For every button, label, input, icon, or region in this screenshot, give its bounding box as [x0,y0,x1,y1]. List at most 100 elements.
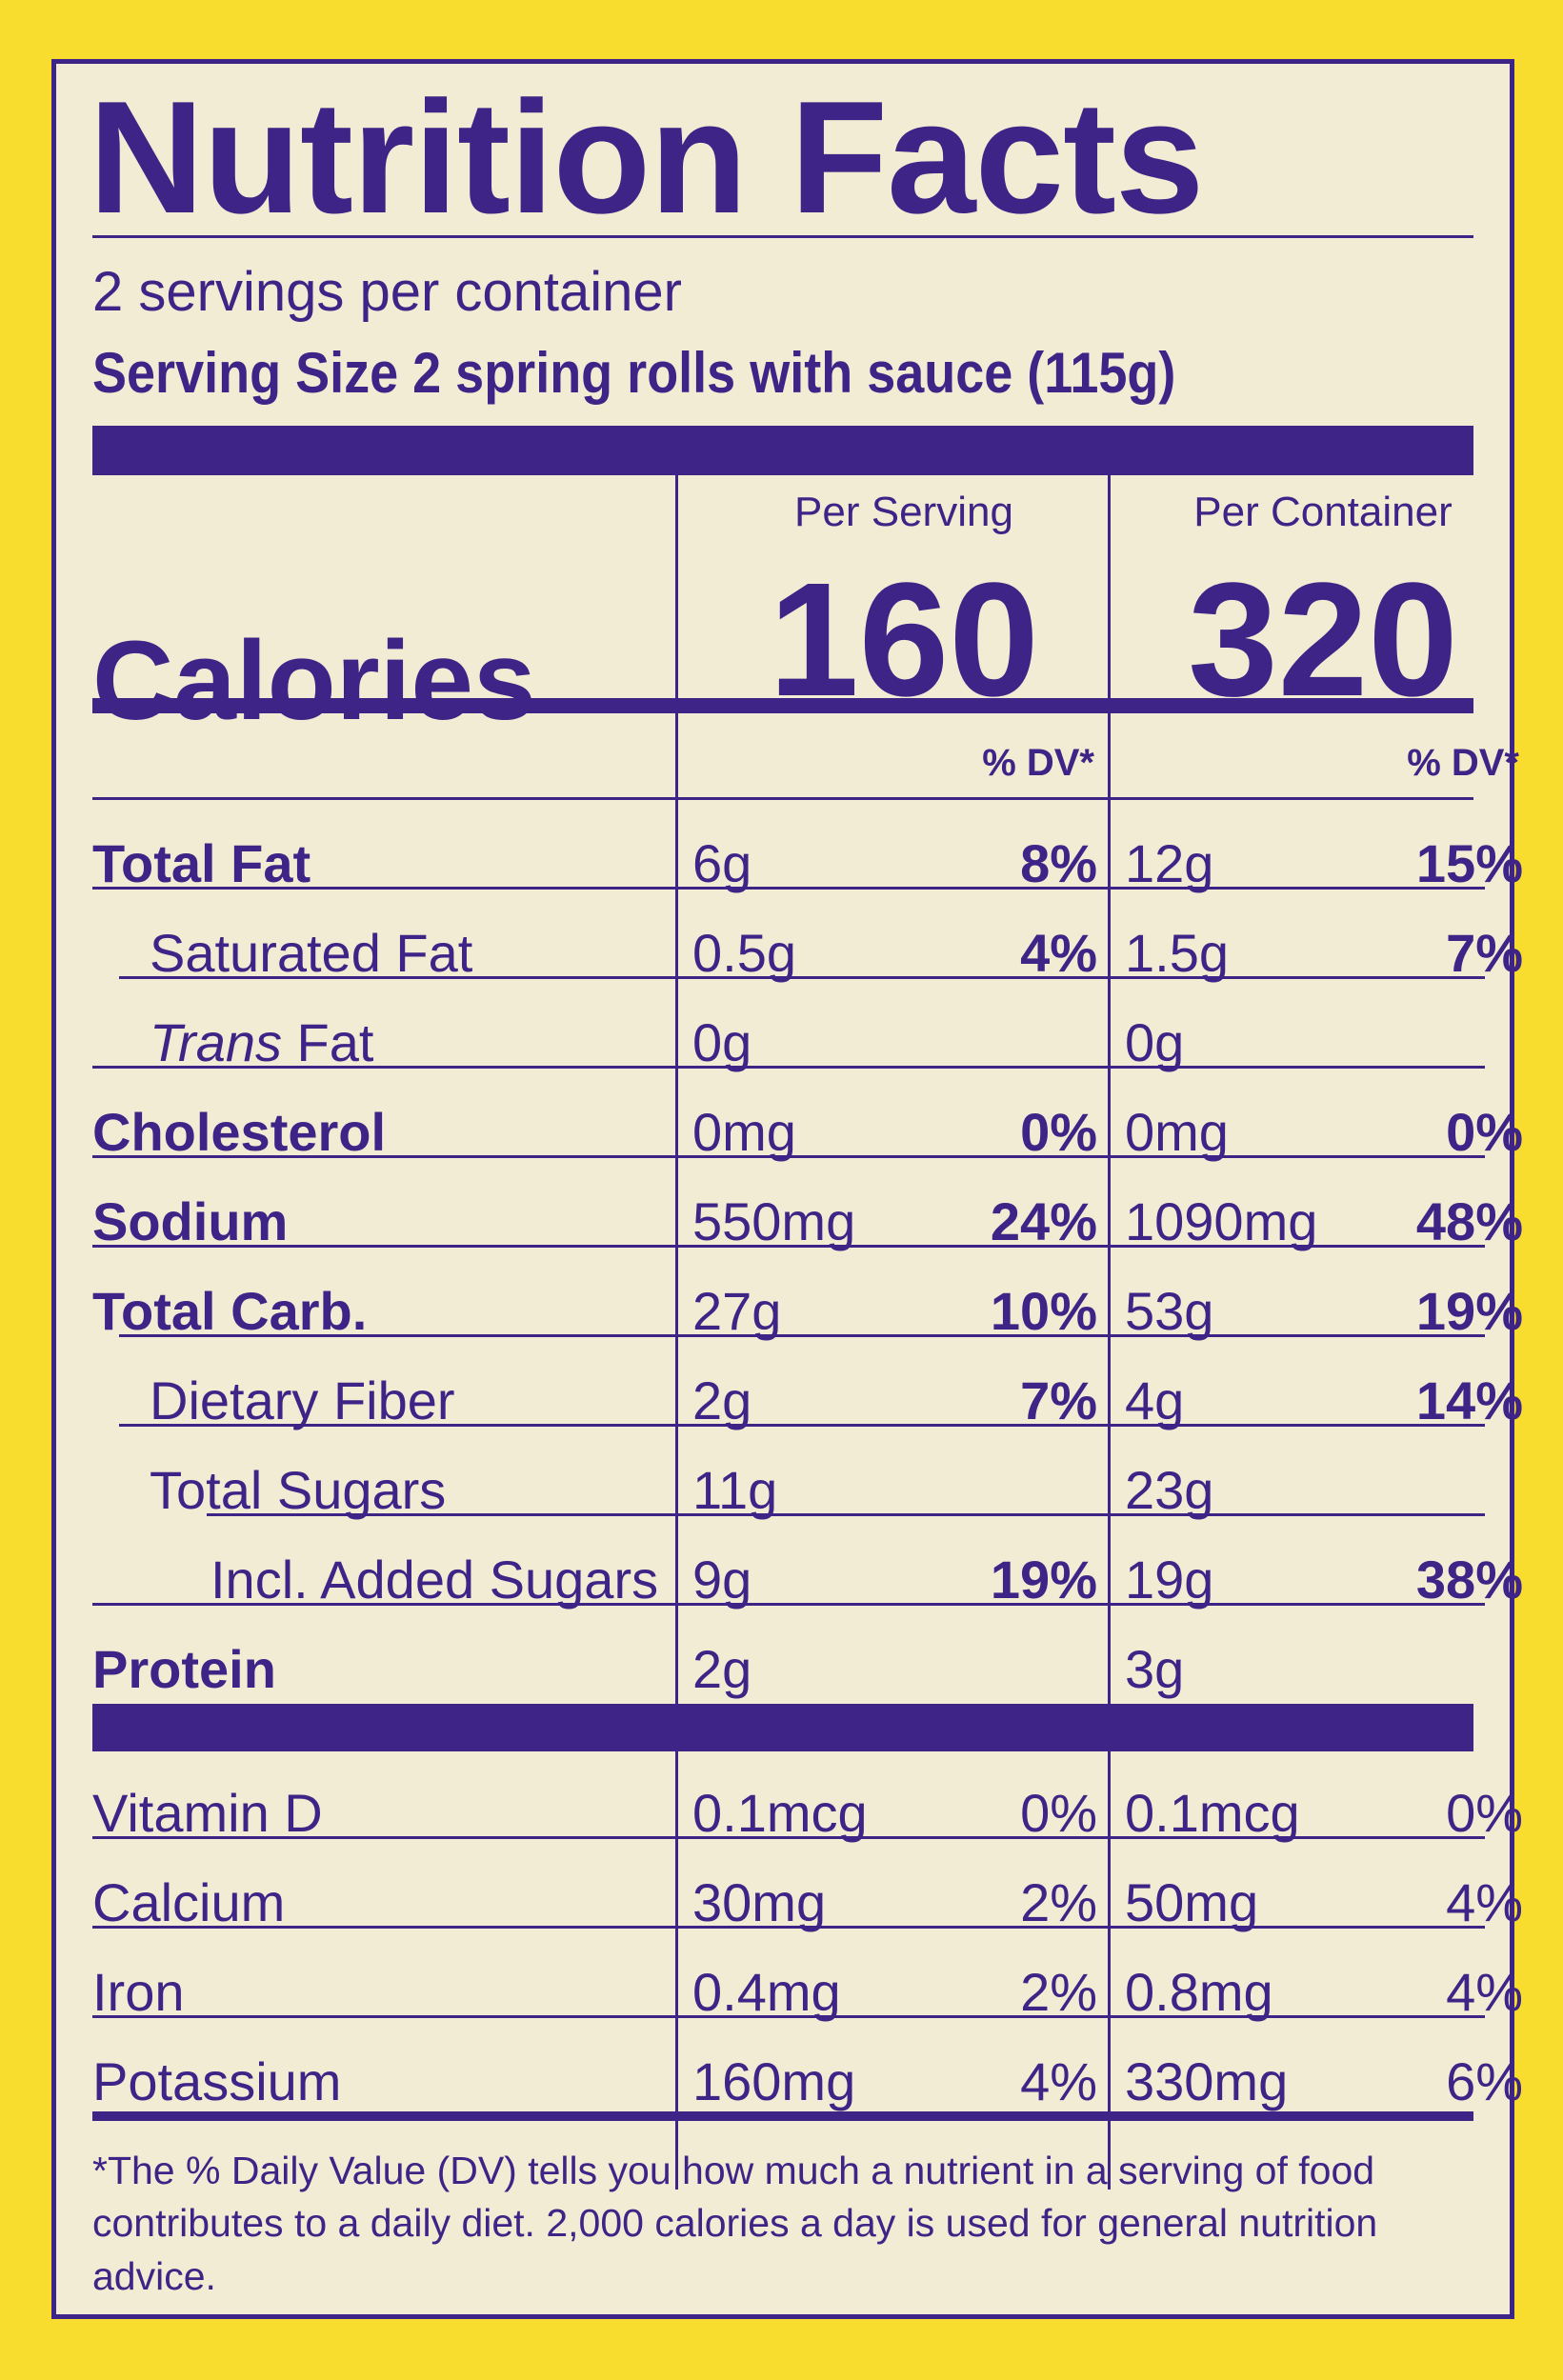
serving-dv: 0% [1020,1102,1097,1162]
vitamin-row-potassium: Potassium 160mg 4% 330mg 6% [92,2018,1523,2111]
row-rule [92,1603,1485,1606]
serving-dv: 0% [1020,1783,1097,1843]
nutrient-name: Iron [92,1962,185,2022]
container-dv: 7% [1446,923,1523,983]
row-rule [92,1245,1485,1248]
nutrient-name: Vitamin D [92,1783,323,1843]
dv-heading-container: % DV* [1407,742,1519,784]
container-amount: 0.1mcg [1125,1783,1300,1843]
nutrient-row-saturated-fat: Saturated Fat 0.5g 4% 1.5g 7% [92,890,1523,983]
serving-amount: 0g [692,1012,752,1072]
serving-dv: 19% [990,1550,1097,1610]
trans-italic: Trans [150,1012,282,1072]
row-rule [92,1926,1485,1929]
container-dv: 38% [1415,1550,1523,1610]
serving-amount: 0.1mcg [692,1783,868,1843]
row-rule [92,887,1485,890]
container-dv: 4% [1446,1872,1523,1932]
fat-text: Fat [282,1012,374,1072]
serving-amount: 30mg [692,1872,827,1932]
vitamin-row-iron: Iron 0.4mg 2% 0.8mg 4% [92,1929,1523,2022]
label-title: Nutrition Facts [89,68,1204,247]
nutrient-name: Total Carb. [92,1281,368,1341]
row-rule [92,2015,1485,2018]
nutrient-name: Calcium [92,1872,286,1932]
nutrient-name: Protein [92,1639,276,1699]
container-dv: 6% [1446,2051,1523,2111]
container-dv: 14% [1415,1370,1523,1430]
serving-dv: 2% [1020,1962,1097,2022]
serving-amount: 2g [692,1639,752,1699]
daily-value-footnote: *The % Daily Value (DV) tells you how mu… [92,2149,1378,2298]
nutrient-row-dietary-fiber: Dietary Fiber 2g 7% 4g 14% [92,1337,1523,1430]
row-rule [207,1513,1485,1516]
dv-header-rule [92,797,1473,800]
nutrient-row-cholesterol: Cholesterol 0mg 0% 0mg 0% [92,1069,1523,1162]
thick-bar-vitamins [92,1704,1473,1751]
nutrient-row-protein: Protein 2g 3g [92,1606,1483,1699]
nutrient-row-trans-fat: Trans Fat 0g 0g [92,979,1485,1072]
nutrient-row-total-sugars: Total Sugars 11g 23g [92,1427,1485,1520]
container-amount: 330mg [1125,2051,1289,2111]
vitamin-row-vitamin-d: Vitamin D 0.1mcg 0% 0.1mcg 0% [92,1750,1523,1843]
serving-dv: 24% [990,1191,1097,1251]
container-amount: 19g [1125,1550,1214,1610]
row-rule [92,1066,1485,1069]
container-amount: 12g [1125,833,1214,893]
nutrient-row-sodium: Sodium 550mg 24% 1090mg 48% [92,1158,1523,1251]
serving-amount: 2g [692,1370,752,1430]
serving-amount: 0.5g [692,923,796,983]
serving-dv: 2% [1020,1872,1097,1932]
serving-dv: 8% [1020,833,1097,893]
per-serving-heading: Per Serving [794,489,1013,535]
serving-dv: 7% [1020,1370,1097,1430]
calories-label: Calories [92,618,536,744]
thick-bar-calories [92,698,1473,713]
container-dv: 4% [1446,1962,1523,2022]
dv-heading-serving: % DV* [982,742,1094,784]
calories-per-container: 320 [1188,550,1458,730]
nutrient-row-total-carb: Total Carb. 27g 10% 53g 19% [92,1248,1523,1341]
serving-amount: 0mg [692,1102,796,1162]
serving-amount: 550mg [692,1191,856,1251]
container-amount: 50mg [1125,1872,1259,1932]
container-amount: 0.8mg [1125,1962,1273,2022]
container-amount: 4g [1125,1370,1185,1430]
nutrition-facts-panel: Nutrition Facts 2 servings per container… [51,59,1523,2319]
nutrient-name: Total Sugars [150,1460,447,1520]
per-container-heading: Per Container [1193,489,1453,535]
container-dv: 19% [1415,1281,1523,1341]
column-divider-container [1108,475,1111,2190]
nutrient-name: Trans Fat [150,1011,373,1073]
container-dv: 0% [1446,1102,1523,1162]
nutrient-row-added-sugars: Incl. Added Sugars 9g 19% 19g 38% [92,1516,1523,1610]
nutrient-name: Sodium [92,1191,289,1251]
thick-bar-top [92,426,1473,475]
container-dv: 0% [1446,1783,1523,1843]
serving-dv: 10% [990,1281,1097,1341]
nutrient-name: Potassium [92,2051,342,2111]
container-amount: 23g [1125,1460,1214,1520]
container-amount: 0g [1125,1012,1185,1072]
servings-per-container: 2 servings per container [92,261,682,323]
container-amount: 0mg [1125,1102,1229,1162]
container-amount: 1090mg [1125,1191,1318,1251]
nutrient-name: Incl. Added Sugars [210,1550,659,1610]
nutrient-name: Dietary Fiber [150,1370,455,1430]
row-rule [92,1155,1485,1158]
container-amount: 53g [1125,1281,1214,1341]
serving-size: Serving Size 2 spring rolls with sauce (… [92,341,1176,405]
vitamin-row-calcium: Calcium 30mg 2% 50mg 4% [92,1839,1523,1932]
serving-amount: 27g [692,1281,782,1341]
row-rule [119,976,1485,979]
footnote-rule [92,2111,1473,2121]
serving-dv: 4% [1020,2051,1097,2111]
column-divider-serving [675,475,678,2190]
serving-amount: 11g [692,1460,778,1520]
serving-amount: 6g [692,833,752,893]
container-dv: 48% [1415,1191,1523,1251]
serving-amount: 160mg [692,2051,856,2111]
nutrient-name: Total Fat [92,833,311,893]
serving-amount: 9g [692,1550,752,1610]
nutrient-row-total-fat: Total Fat 6g 8% 12g 15% [92,800,1523,893]
